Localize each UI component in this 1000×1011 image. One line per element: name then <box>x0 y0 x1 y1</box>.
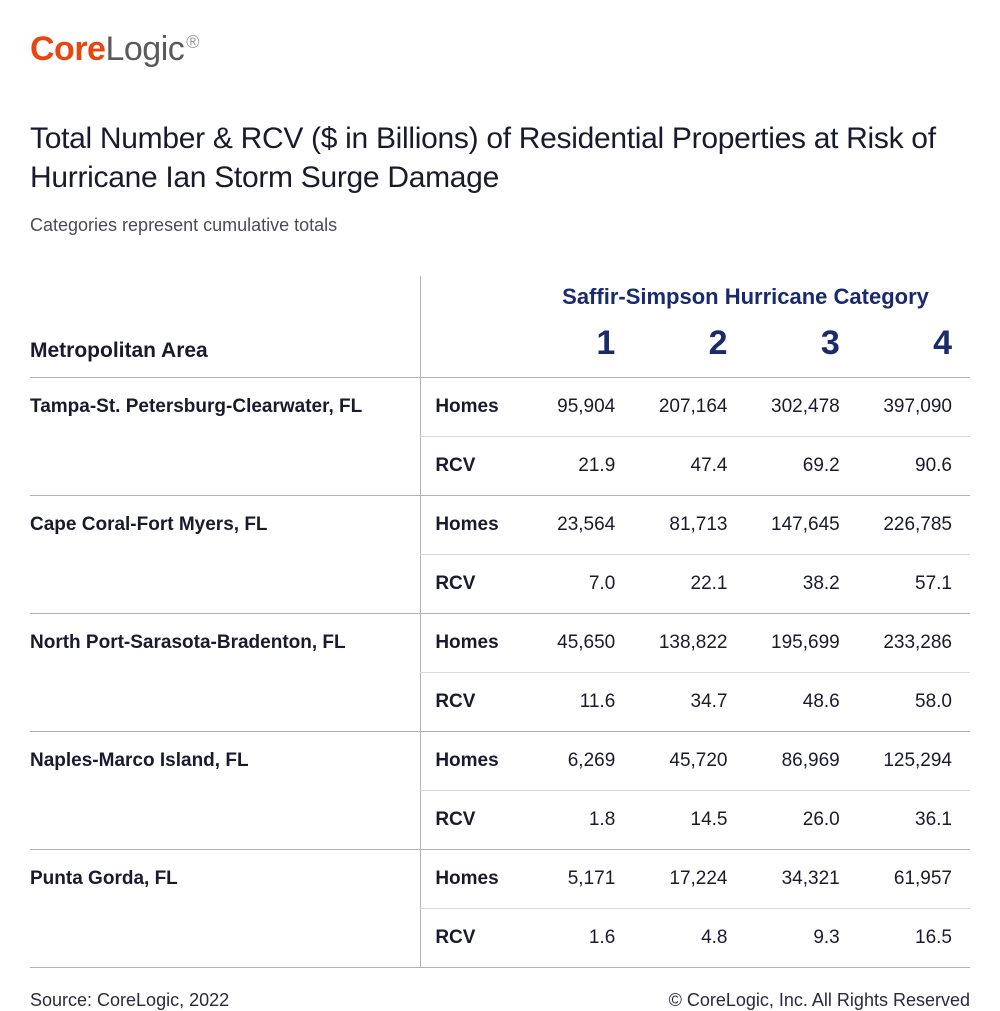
metro-name: North Port-Sarasota-Bradenton, FL <box>30 614 421 732</box>
homes-value: 86,969 <box>746 732 858 791</box>
metro-column-header: Metropolitan Area <box>30 316 421 378</box>
metric-homes-label: Homes <box>421 850 521 909</box>
homes-value: 95,904 <box>521 378 633 437</box>
homes-value: 61,957 <box>858 850 970 909</box>
footer-copyright: © CoreLogic, Inc. All Rights Reserved <box>669 990 970 1011</box>
homes-value: 45,720 <box>633 732 745 791</box>
rcv-value: 26.0 <box>746 791 858 850</box>
rcv-value: 47.4 <box>633 437 745 496</box>
rcv-value: 4.8 <box>633 909 745 968</box>
cat-header-1: 1 <box>521 316 633 378</box>
metric-homes-label: Homes <box>421 378 521 437</box>
homes-value: 302,478 <box>746 378 858 437</box>
brand-part1: Core <box>30 30 105 68</box>
homes-value: 397,090 <box>858 378 970 437</box>
homes-value: 147,645 <box>746 496 858 555</box>
metro-name: Tampa-St. Petersburg-Clearwater, FL <box>30 378 421 496</box>
rcv-value: 16.5 <box>858 909 970 968</box>
metric-homes-label: Homes <box>421 614 521 673</box>
footer: Source: CoreLogic, 2022 © CoreLogic, Inc… <box>30 990 970 1011</box>
rcv-value: 21.9 <box>521 437 633 496</box>
rcv-value: 57.1 <box>858 555 970 614</box>
brand-part2: Logic <box>105 30 184 68</box>
page-title: Total Number & RCV ($ in Billions) of Re… <box>30 119 970 197</box>
rcv-value: 11.6 <box>521 673 633 732</box>
homes-value: 195,699 <box>746 614 858 673</box>
homes-value: 138,822 <box>633 614 745 673</box>
rcv-value: 14.5 <box>633 791 745 850</box>
rcv-value: 1.8 <box>521 791 633 850</box>
rcv-value: 7.0 <box>521 555 633 614</box>
footer-source: Source: CoreLogic, 2022 <box>30 990 229 1011</box>
metro-name: Cape Coral-Fort Myers, FL <box>30 496 421 614</box>
brand-logo: CoreLogic® <box>30 30 970 69</box>
rcv-value: 38.2 <box>746 555 858 614</box>
cat-header-2: 2 <box>633 316 745 378</box>
cat-header-4: 4 <box>858 316 970 378</box>
homes-value: 81,713 <box>633 496 745 555</box>
metric-homes-label: Homes <box>421 496 521 555</box>
metro-name: Punta Gorda, FL <box>30 850 421 968</box>
metric-rcv-label: RCV <box>421 909 521 968</box>
rcv-value: 36.1 <box>858 791 970 850</box>
rcv-value: 58.0 <box>858 673 970 732</box>
metro-name: Naples-Marco Island, FL <box>30 732 421 850</box>
rcv-value: 90.6 <box>858 437 970 496</box>
page-subtitle: Categories represent cumulative totals <box>30 215 970 236</box>
rcv-value: 9.3 <box>746 909 858 968</box>
rcv-value: 34.7 <box>633 673 745 732</box>
homes-value: 226,785 <box>858 496 970 555</box>
rcv-value: 48.6 <box>746 673 858 732</box>
rcv-value: 1.6 <box>521 909 633 968</box>
cat-header-3: 3 <box>746 316 858 378</box>
homes-value: 23,564 <box>521 496 633 555</box>
homes-value: 207,164 <box>633 378 745 437</box>
homes-value: 34,321 <box>746 850 858 909</box>
homes-value: 233,286 <box>858 614 970 673</box>
metric-rcv-label: RCV <box>421 791 521 850</box>
metric-rcv-label: RCV <box>421 555 521 614</box>
rcv-value: 69.2 <box>746 437 858 496</box>
metric-rcv-label: RCV <box>421 673 521 732</box>
rcv-value: 22.1 <box>633 555 745 614</box>
brand-registered: ® <box>186 32 199 52</box>
homes-value: 45,650 <box>521 614 633 673</box>
homes-value: 125,294 <box>858 732 970 791</box>
category-group-header: Saffir-Simpson Hurricane Category <box>521 276 970 316</box>
homes-value: 6,269 <box>521 732 633 791</box>
risk-table: Saffir-Simpson Hurricane Category Metrop… <box>30 276 970 968</box>
homes-value: 17,224 <box>633 850 745 909</box>
homes-value: 5,171 <box>521 850 633 909</box>
metric-rcv-label: RCV <box>421 437 521 496</box>
metric-homes-label: Homes <box>421 732 521 791</box>
